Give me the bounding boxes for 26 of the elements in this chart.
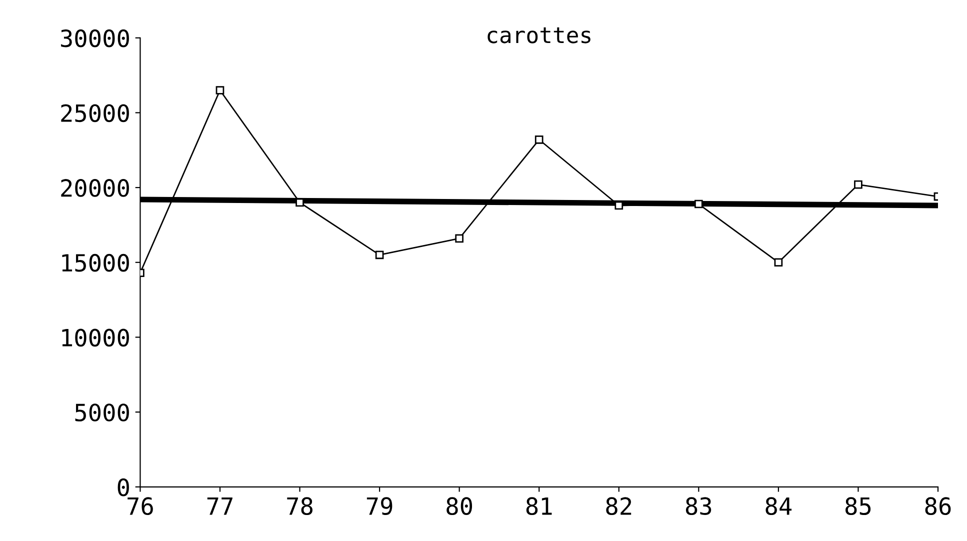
point <box>694 200 703 208</box>
x-tick-label: 84 <box>766 497 792 516</box>
x-tick-label: 85 <box>846 497 871 516</box>
x-tick-label: 81 <box>526 497 552 516</box>
x-tick-label: 78 <box>287 497 312 516</box>
x-tick-label: 77 <box>207 497 232 515</box>
y-tick-label: 20000 <box>61 179 129 197</box>
x-tick-label: 80 <box>446 497 472 516</box>
x-tick-label: 86 <box>925 497 951 516</box>
point <box>534 135 544 144</box>
x-tick-label: 82 <box>606 497 632 516</box>
y-tick-label: 0 <box>118 478 129 496</box>
x-tick-label: 76 <box>128 497 153 516</box>
y-tick-label: 30000 <box>61 29 129 48</box>
y-tick-label: 10000 <box>62 328 129 347</box>
y-tick-label: 15000 <box>62 254 129 272</box>
point <box>774 258 783 267</box>
y-tick-label: 5000 <box>75 404 129 422</box>
point <box>854 180 862 189</box>
y-tick-label: 25000 <box>61 104 129 122</box>
x-tick-label: 83 <box>686 497 712 516</box>
chart-title: carottes <box>488 27 590 44</box>
point <box>216 86 224 94</box>
x-tick-label: 79 <box>366 497 392 516</box>
point <box>375 250 384 260</box>
point <box>455 234 464 243</box>
